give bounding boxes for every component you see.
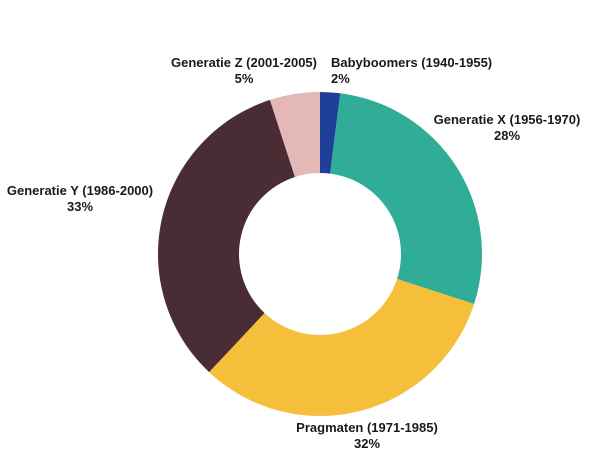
slice-value-babyboomers: 2% <box>331 71 350 86</box>
slice-generatie-y <box>157 99 295 373</box>
slice-pragmaten <box>209 279 475 416</box>
slice-label-generatie-z: Generatie Z (2001-2005) <box>171 55 317 70</box>
slice-value-pragmaten: 32% <box>354 436 380 451</box>
slice-label-babyboomers: Babyboomers (1940-1955) <box>331 55 492 70</box>
slice-value-generatie-z: 5% <box>235 71 254 86</box>
slice-label-generatie-y: Generatie Y (1986-2000) <box>7 183 153 198</box>
slice-label-generatie-x: Generatie X (1956-1970) <box>434 112 581 127</box>
slice-label-pragmaten: Pragmaten (1971-1985) <box>296 420 438 435</box>
slice-generatie-x <box>330 93 483 305</box>
slice-value-generatie-y: 33% <box>67 199 93 214</box>
slice-babyboomers <box>320 92 341 174</box>
slice-value-generatie-x: 28% <box>494 128 520 143</box>
slice-generatie-z <box>269 92 320 177</box>
